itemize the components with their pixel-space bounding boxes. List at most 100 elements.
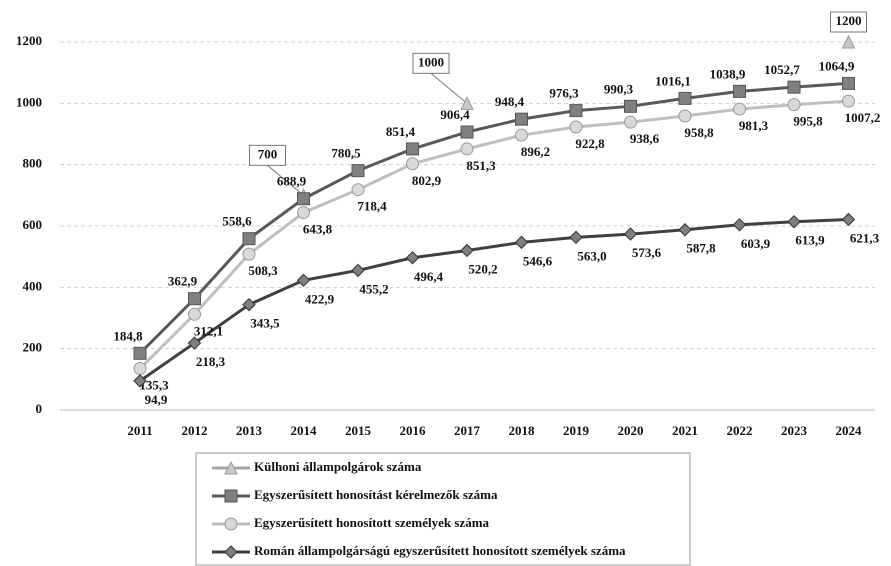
- data-label: 94,9: [145, 392, 168, 407]
- y-tick-label: 600: [23, 217, 43, 232]
- marker-diamond: [224, 545, 238, 559]
- marker-circle: [733, 102, 746, 116]
- marker-diamond: [514, 235, 529, 250]
- data-label: 906,4: [440, 107, 470, 122]
- x-tick-label: 2022: [727, 423, 753, 438]
- data-label: 546,6: [523, 253, 553, 268]
- x-tick-label: 2020: [618, 423, 644, 438]
- series-line: [138, 99, 849, 370]
- data-label: 184,8: [113, 328, 143, 343]
- x-tick-label: 2013: [236, 423, 263, 438]
- data-label: 643,8: [303, 222, 333, 237]
- x-tick-label: 2018: [509, 423, 536, 438]
- legend-label: Egyszerűsített honosítást kérelmezők szá…: [254, 487, 498, 502]
- marker-circle: [787, 98, 801, 112]
- marker-square: [297, 192, 310, 206]
- y-tick-label: 1000: [16, 94, 42, 109]
- marker-diamond: [460, 243, 474, 258]
- marker-circle: [624, 115, 637, 129]
- x-tick-label: 2021: [672, 423, 698, 438]
- marker-diamond: [405, 251, 420, 265]
- marker-circle: [242, 247, 256, 261]
- data-label: 343,5: [250, 316, 280, 331]
- marker-circle: [406, 157, 419, 171]
- callout-box: [412, 52, 450, 74]
- data-label: 700: [258, 146, 278, 161]
- callout-box: [830, 11, 867, 33]
- x-tick-label: 2016: [400, 423, 427, 438]
- data-label: 312,1: [194, 323, 223, 338]
- data-label: 603,9: [741, 236, 771, 251]
- marker-circle: [297, 206, 310, 220]
- x-tick-label: 2014: [291, 423, 318, 438]
- data-label: 218,3: [196, 354, 226, 369]
- data-label: 558,6: [222, 214, 252, 229]
- data-label: 621,3: [850, 230, 880, 245]
- y-tick-label: 200: [23, 340, 43, 355]
- callout-line: [430, 72, 468, 104]
- marker-circle: [188, 307, 201, 321]
- data-label: 520,2: [468, 261, 497, 276]
- data-label: 976,3: [549, 86, 579, 101]
- marker-square: [842, 76, 855, 90]
- series-line: [138, 81, 849, 355]
- marker-square: [624, 99, 637, 113]
- marker-circle: [569, 120, 583, 134]
- marker-circle: [842, 94, 855, 108]
- data-label: 563,0: [577, 248, 606, 263]
- data-label: 508,3: [248, 263, 278, 278]
- marker-circle: [678, 109, 692, 123]
- x-tick-label: 2012: [182, 423, 208, 438]
- marker-diamond: [623, 227, 638, 241]
- marker-diamond: [841, 212, 856, 227]
- data-label: 455,2: [359, 281, 388, 296]
- data-label: 1038,9: [710, 66, 746, 81]
- marker-square: [787, 80, 801, 94]
- marker-diamond: [296, 273, 311, 288]
- marker-diamond: [732, 218, 747, 232]
- data-label: 990,3: [604, 81, 634, 96]
- data-label: 1000: [418, 54, 444, 69]
- series-line: [139, 217, 849, 383]
- data-label: 573,6: [632, 245, 662, 260]
- x-tick-label: 2011: [127, 423, 152, 438]
- marker-diamond: [787, 215, 801, 229]
- x-tick-label: 2023: [781, 423, 808, 438]
- data-label: 688,9: [277, 174, 307, 189]
- y-tick-label: 800: [23, 156, 43, 171]
- data-label: 1052,7: [764, 62, 800, 77]
- data-label: 981,3: [739, 118, 769, 133]
- marker-square: [242, 232, 256, 246]
- legend-label: Román állampolgárságú egyszerűsített hon…: [254, 543, 626, 558]
- y-tick-label: 0: [36, 401, 43, 416]
- marker-circle: [515, 128, 528, 142]
- data-label: 362,9: [168, 274, 198, 289]
- data-label: 958,8: [684, 125, 714, 140]
- marker-square: [460, 125, 474, 139]
- legend-label: Egyszerűsített honosított személyek szám…: [254, 515, 490, 530]
- marker-circle: [460, 142, 474, 156]
- data-label: 1007,2: [845, 110, 881, 125]
- marker-square: [515, 112, 528, 126]
- marker-triangle: [224, 460, 238, 475]
- marker-diamond: [187, 336, 202, 350]
- marker-square: [133, 346, 147, 360]
- data-label: 422,9: [305, 291, 335, 306]
- x-tick-label: 2015: [345, 423, 372, 438]
- marker-diamond: [569, 230, 583, 245]
- marker-triangle: [841, 34, 856, 49]
- data-label: 851,4: [386, 124, 416, 139]
- data-label: 802,9: [412, 173, 442, 188]
- marker-diamond: [351, 263, 365, 278]
- marker-circle: [133, 362, 147, 376]
- data-label: 613,9: [795, 233, 825, 248]
- callout-line: [267, 164, 304, 196]
- marker-diamond: [242, 297, 256, 312]
- marker-circle: [224, 517, 238, 531]
- legend-box: [195, 452, 691, 566]
- y-tick-label: 1200: [16, 33, 42, 48]
- marker-square: [351, 164, 365, 178]
- marker-square: [188, 292, 201, 306]
- data-label: 948,4: [495, 94, 525, 109]
